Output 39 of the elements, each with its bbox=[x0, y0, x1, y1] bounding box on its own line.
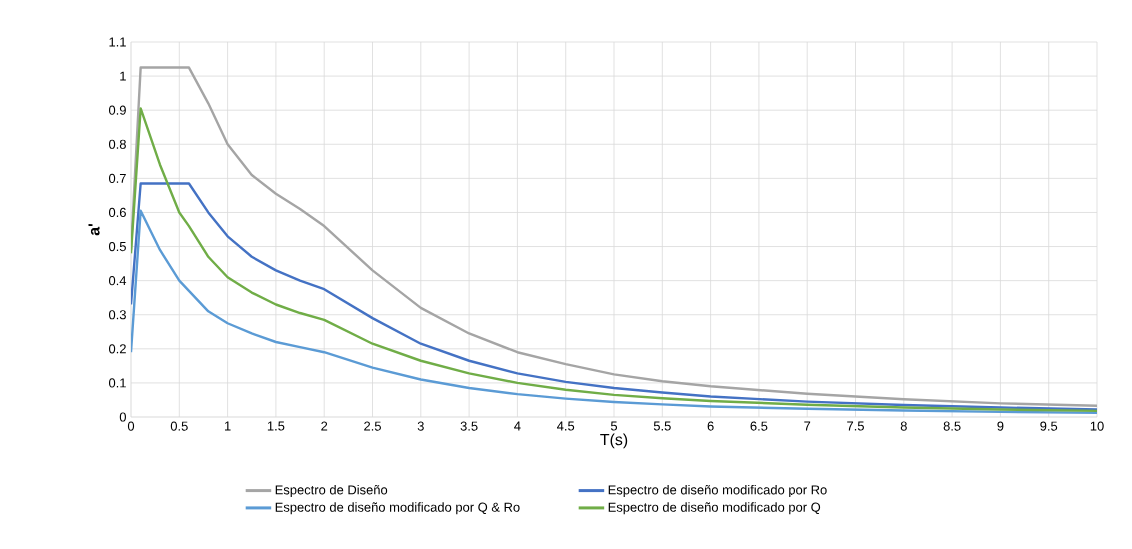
y-tick-label: 0.5 bbox=[108, 241, 126, 252]
legend-label: Espectro de diseño modificado por Ro bbox=[608, 484, 827, 498]
y-tick-label: 0.3 bbox=[108, 310, 126, 320]
y-tick-label: 0 bbox=[119, 412, 126, 422]
x-tick-label: 4 bbox=[514, 421, 521, 431]
legend-label: Espectro de diseño modificado por Q bbox=[608, 502, 821, 515]
x-tick-label: 9 bbox=[997, 421, 1004, 431]
x-tick-label: 1 bbox=[224, 421, 231, 431]
x-tick-label: 7.5 bbox=[847, 421, 864, 431]
x-tick-label: 6.5 bbox=[750, 421, 768, 431]
x-tick-label: 2.5 bbox=[364, 421, 381, 431]
x-tick-label: 8 bbox=[900, 421, 907, 431]
legend-label: Espectro de diseño modificado por Q & Ro bbox=[275, 502, 520, 515]
y-tick-label: 0.9 bbox=[108, 105, 126, 115]
y-tick-label: 0.4 bbox=[108, 276, 127, 286]
x-tick-label: 4.5 bbox=[557, 421, 575, 431]
x-tick-label: 2 bbox=[321, 421, 328, 431]
x-tick-label: 7 bbox=[804, 421, 811, 431]
x-tick-label: 8.5 bbox=[943, 421, 961, 431]
x-tick-label: 5 bbox=[610, 421, 618, 431]
x-axis-title: T(s) bbox=[600, 433, 628, 449]
x-tick-label: 0.5 bbox=[170, 421, 188, 431]
x-tick-label: 0 bbox=[127, 421, 135, 431]
y-tick-label: 0.8 bbox=[108, 139, 126, 149]
x-tick-label: 3.5 bbox=[460, 421, 478, 431]
y-tick-label: 0.7 bbox=[108, 173, 126, 183]
y-tick-label: 0.1 bbox=[108, 378, 126, 388]
x-tick-label: 5.5 bbox=[653, 421, 671, 431]
y-axis-title: a' bbox=[88, 223, 100, 236]
x-tick-label: 3 bbox=[417, 421, 424, 431]
y-tick-label: 1 bbox=[120, 71, 126, 81]
y-tick-label: 0.6 bbox=[108, 207, 126, 218]
x-tick-label: 10 bbox=[1090, 421, 1104, 431]
x-tick-label: 6 bbox=[707, 421, 714, 431]
y-tick-label: 0.2 bbox=[108, 344, 126, 354]
x-tick-label: 1.5 bbox=[267, 421, 285, 431]
legend-label: Espectro de Diseño bbox=[275, 484, 388, 498]
y-tick-label: 1.1 bbox=[109, 37, 126, 47]
x-tick-label: 9.5 bbox=[1040, 421, 1058, 431]
